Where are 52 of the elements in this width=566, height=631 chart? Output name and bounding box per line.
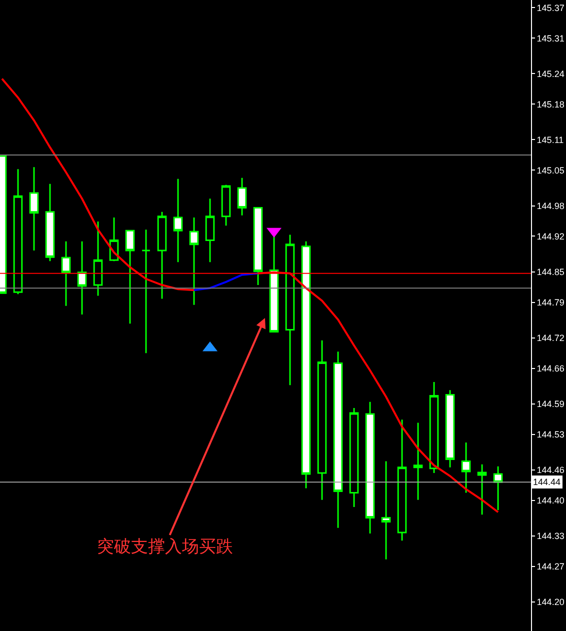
candlestick (45, 183, 55, 262)
candlestick (445, 389, 455, 468)
y-tick-label: 144.53 (536, 430, 564, 440)
y-tick-label: 144.27 (536, 562, 564, 572)
candlestick (157, 211, 167, 300)
candlestick (221, 184, 231, 226)
y-tick-label: 145.31 (536, 33, 564, 44)
candlestick (269, 234, 279, 333)
y-tick-label: 144.85 (536, 266, 564, 277)
y-tick-label: 144.79 (536, 297, 564, 308)
candlestick (429, 381, 439, 474)
y-tick-label: 144.66 (536, 363, 564, 374)
y-tick-label: 145.18 (536, 99, 564, 110)
candlestick (29, 166, 39, 252)
y-tick-label: 144.40 (536, 496, 564, 506)
candlestick (253, 207, 263, 286)
y-tick-label: 144.33 (536, 531, 564, 542)
y-tick-label: 144.98 (536, 200, 564, 211)
candlestick (205, 198, 215, 263)
y-tick-label: 144.92 (536, 231, 564, 242)
y-tick-label: 144.46 (536, 465, 564, 476)
candlestick (333, 350, 343, 529)
candlestick (285, 234, 295, 386)
y-tick-label: 144.72 (536, 333, 564, 343)
candlestick (125, 230, 135, 324)
y-tick-label: 145.05 (536, 165, 564, 176)
candlestick (317, 340, 327, 501)
candlestick (141, 228, 151, 354)
y-tick-label: 144.20 (536, 597, 564, 608)
candlestick (301, 240, 311, 489)
candlestick (13, 168, 23, 295)
y-tick-label: 145.24 (536, 68, 564, 79)
candlestick (381, 460, 391, 560)
candlestick (237, 177, 247, 216)
candlestick (477, 464, 487, 516)
candlestick (413, 422, 423, 501)
candlestick (93, 220, 103, 296)
ref-line-label: 144.44 (533, 477, 561, 487)
candlestick (349, 407, 359, 508)
candlestick (365, 401, 375, 534)
candlestick (493, 466, 503, 511)
candlestick (189, 216, 199, 306)
candlestick (77, 240, 87, 316)
candlestick (173, 178, 183, 263)
line-series (193, 272, 260, 292)
y-tick-label: 145.37 (536, 2, 564, 13)
candlestick (61, 240, 71, 307)
candlestick (461, 442, 471, 494)
annotation: 突破支撑入场买跌 (97, 537, 233, 556)
y-tick-label: 144.59 (536, 399, 564, 410)
y-tick-label: 145.11 (536, 134, 564, 145)
candlestick (397, 418, 407, 542)
